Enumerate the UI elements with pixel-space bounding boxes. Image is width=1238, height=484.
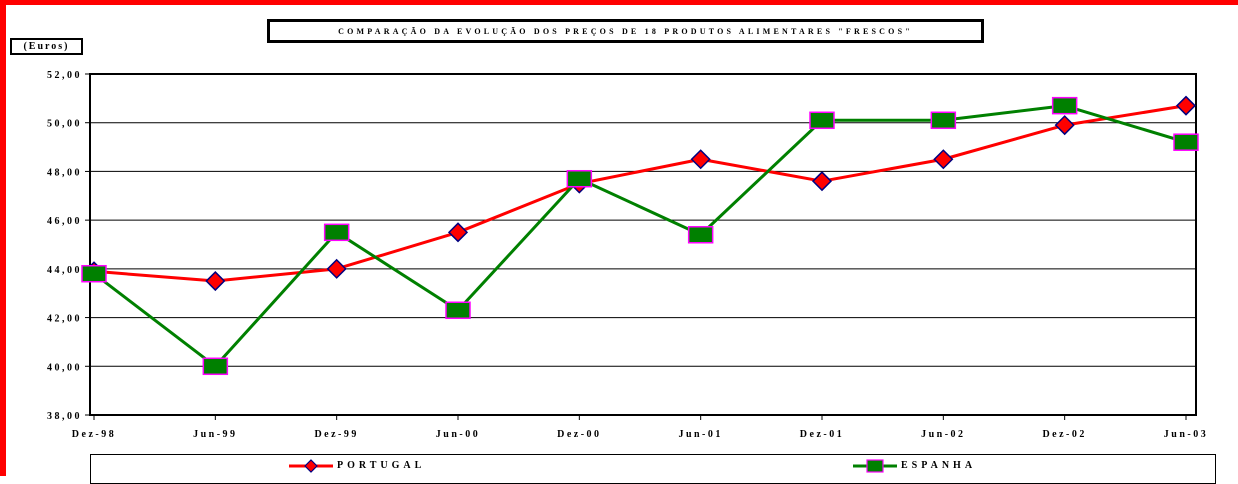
data-point-espanha (81, 264, 107, 283)
y-tick-label: 46,00 (47, 216, 82, 227)
legend-label-espanha: ESPANHA (901, 460, 977, 471)
data-point-espanha (930, 111, 957, 130)
x-tick-label: Jun-99 (193, 429, 237, 440)
series-line-portugal (93, 104, 1187, 283)
y-axis-unit-label: (Euros) (10, 38, 83, 55)
y-tick-label: 40,00 (47, 362, 82, 373)
data-point-portugal (1054, 115, 1075, 136)
data-point-portugal (326, 258, 347, 279)
legend-label-portugal: PORTUGAL (337, 460, 426, 471)
y-tick-label: 42,00 (47, 314, 82, 325)
y-tick-label: 44,00 (47, 265, 82, 276)
data-point-espanha (445, 301, 471, 320)
data-point-espanha (1173, 133, 1199, 151)
chart-title-text: COMPARAÇÃO DA EVOLUÇÃO DOS PREÇOS DE 18 … (338, 26, 913, 36)
legend-marker-portugal (289, 459, 333, 473)
data-point-portugal (811, 171, 833, 192)
data-point-espanha (809, 111, 835, 130)
y-tick-label: 38,00 (47, 411, 82, 422)
x-tick-label: Dez-00 (557, 429, 601, 440)
gridlines (90, 122, 1196, 367)
y-tick-label: 52,00 (47, 70, 82, 81)
data-point-portugal (690, 149, 711, 170)
y-tick-label: 48,00 (47, 167, 82, 178)
y-tick-label: 50,00 (47, 119, 82, 130)
data-point-espanha (687, 226, 714, 244)
x-tick-label: Jun-01 (678, 429, 722, 440)
x-tick-label: Jun-02 (921, 429, 965, 440)
data-point-portugal (933, 149, 954, 170)
x-tick-label: Dez-01 (800, 429, 844, 440)
x-tick-label: Jun-00 (436, 429, 480, 440)
legend-marker-espanha (853, 459, 897, 473)
data-point-espanha (202, 357, 229, 376)
chart-title: COMPARAÇÃO DA EVOLUÇÃO DOS PREÇOS DE 18 … (267, 19, 984, 43)
data-point-portugal (447, 222, 469, 243)
x-tick-label: Dez-99 (314, 429, 358, 440)
data-point-portugal (1175, 95, 1197, 116)
data-point-portugal (205, 270, 226, 292)
data-point-espanha (1051, 96, 1078, 115)
series (81, 95, 1199, 376)
x-tick-label: Dez-02 (1042, 429, 1086, 440)
x-tick-label: Dez-98 (72, 429, 116, 440)
series-line-espanha (93, 104, 1187, 368)
axes: 38,00 40,00 42,00 44,00 46,00 48,00 50,00 52,00… (47, 70, 1208, 440)
data-point-espanha (323, 223, 350, 242)
x-tick-label: Jun-03 (1164, 429, 1208, 440)
legend: PORTUGAL ESPANHA (90, 454, 1216, 484)
data-point-espanha (566, 169, 593, 188)
y-axis-unit-text: (Euros) (23, 41, 70, 52)
plot-area (89, 73, 1197, 416)
